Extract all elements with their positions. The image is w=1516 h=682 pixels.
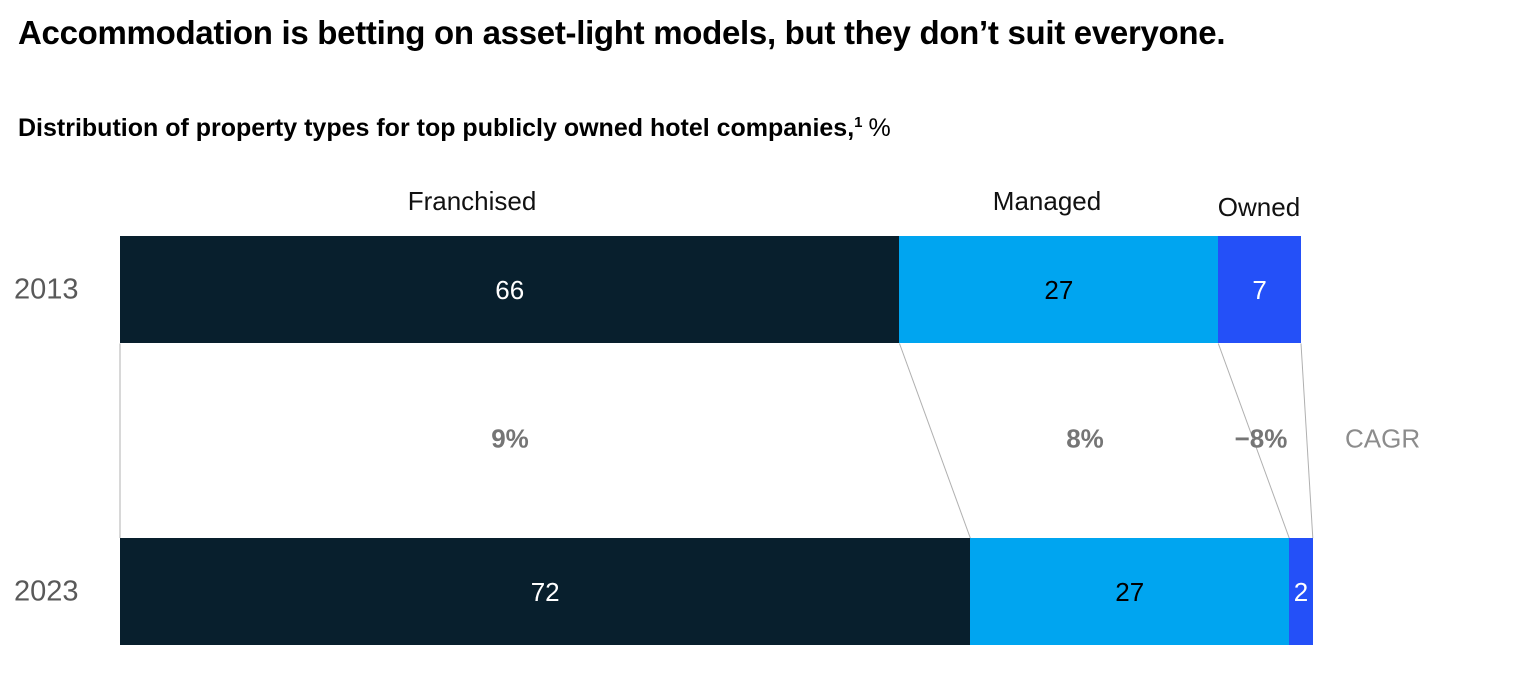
segment-value-label: 27	[1044, 274, 1074, 305]
footnote-marker: 1	[854, 114, 863, 131]
cagr-value-franchised: 9%	[491, 423, 529, 454]
cagr-value-managed: 8%	[1066, 423, 1104, 454]
segment-value-label: 66	[495, 274, 525, 305]
bar-segment-2023-owned: 2	[1289, 538, 1313, 645]
segment-value-label: 2	[1293, 576, 1309, 607]
connector-line	[1300, 343, 1314, 539]
row-label-2013: 2013	[14, 273, 79, 305]
chart-subtitle-text: Distribution of property types for top p…	[18, 114, 855, 142]
connector-line	[899, 343, 971, 539]
cagr-value-owned: −8%	[1234, 423, 1288, 454]
segment-value-label: 27	[1115, 576, 1145, 607]
bar-segment-2023-managed: 27	[970, 538, 1290, 645]
page-title: Accommodation is betting on asset-light …	[18, 14, 1226, 51]
segment-value-label: 7	[1252, 274, 1267, 305]
series-header-franchised: Franchised	[407, 186, 537, 216]
row-label-2023: 2023	[14, 575, 79, 607]
series-header-owned: Owned	[1217, 192, 1301, 222]
bar-segment-2013-managed: 27	[899, 236, 1219, 343]
chart-subtitle: Distribution of property types for top p…	[18, 114, 891, 143]
chart-unit-label: %	[868, 114, 891, 142]
series-header-managed: Managed	[992, 186, 1102, 216]
cagr-caption: CAGR	[1345, 423, 1421, 454]
bar-segment-2013-franchised: 66	[120, 236, 900, 343]
bar-segment-2013-owned: 7	[1218, 236, 1301, 343]
bar-segment-2023-franchised: 72	[120, 538, 971, 645]
segment-value-label: 72	[530, 576, 560, 607]
